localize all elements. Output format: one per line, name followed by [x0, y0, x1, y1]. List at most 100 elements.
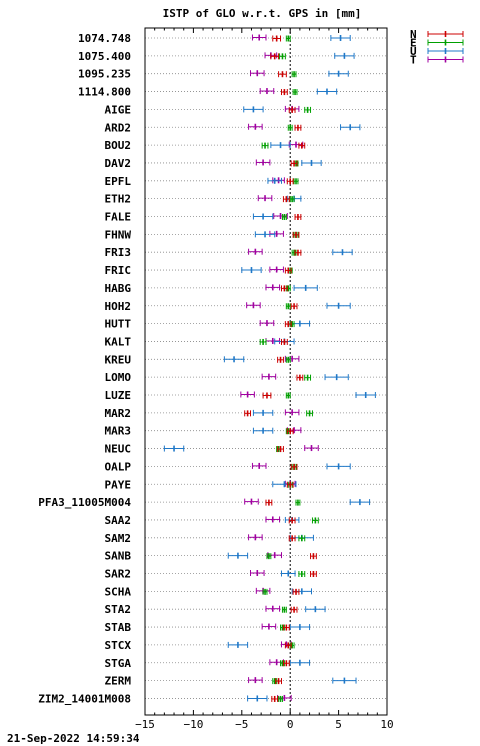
error-bar-n	[292, 231, 300, 238]
site-label: KREU	[105, 353, 132, 366]
error-bar-n	[294, 249, 302, 256]
site-label: FRIC	[105, 264, 132, 277]
error-bar-t	[257, 195, 273, 202]
error-bar-t	[240, 391, 255, 398]
chart-title: ISTP of GLO w.r.t. GPS in [mm]	[163, 7, 362, 20]
site-label: STA2	[105, 603, 132, 616]
x-tick-label: 10	[380, 718, 393, 731]
error-bar-n	[288, 106, 296, 113]
error-bar-t	[244, 498, 259, 505]
error-bar-t	[269, 659, 284, 666]
site-label: FALE	[105, 211, 132, 224]
error-bar-n	[296, 374, 304, 381]
error-bar-n	[277, 446, 284, 453]
site-label: KALT	[105, 335, 132, 348]
error-bar-n	[275, 678, 282, 685]
error-bar-t	[255, 159, 271, 166]
error-bar-e	[287, 124, 293, 131]
grid-lines	[145, 37, 387, 699]
error-bar-u	[252, 427, 274, 434]
error-bar-n	[270, 53, 280, 60]
error-bar-u	[247, 695, 268, 702]
error-bar-n	[277, 356, 284, 363]
error-bar-e	[285, 392, 291, 399]
error-bar-e	[259, 338, 267, 345]
error-bar-u	[227, 552, 249, 559]
site-label: OALP	[105, 460, 132, 473]
error-bar-e	[261, 142, 269, 149]
error-bar-e	[278, 695, 283, 702]
error-bar-u	[326, 302, 351, 309]
site-label: SAA2	[105, 514, 132, 527]
site-label: SAR2	[105, 568, 132, 581]
footer-timestamp: 21-Sep-2022 14:59:34	[7, 732, 140, 745]
error-bar-n	[286, 481, 294, 488]
site-label: MAR2	[105, 407, 132, 420]
error-bar-u	[334, 52, 355, 59]
error-bar-n	[286, 428, 294, 435]
error-bar-u	[305, 606, 326, 613]
error-bar-t	[284, 355, 300, 362]
error-bar-u	[254, 231, 276, 238]
site-label: PAYE	[105, 478, 132, 491]
error-bar-n	[288, 535, 296, 542]
error-bar-u	[328, 70, 349, 77]
error-bar-t	[250, 70, 265, 77]
error-bar-e	[285, 35, 291, 42]
error-bar-u	[267, 177, 282, 184]
site-label: STGA	[105, 657, 132, 670]
error-bar-n	[286, 178, 294, 185]
site-labels: 1074.748 1075.400 1095.235 1114.800 AIGE ARD2…	[38, 32, 131, 705]
error-bar-n	[280, 338, 288, 345]
error-bar-n	[294, 124, 302, 131]
error-bar-e	[291, 71, 297, 78]
legend-label: N	[410, 28, 417, 41]
error-bar-t	[265, 516, 281, 523]
error-bar-n	[310, 553, 317, 560]
error-bar-e	[289, 196, 295, 203]
error-bar-e	[281, 606, 287, 613]
error-bar-n	[282, 196, 290, 203]
site-label: HUTT	[105, 318, 132, 331]
error-bar-t	[284, 409, 300, 416]
x-tick-label: −5	[235, 718, 248, 731]
error-bar-t	[248, 534, 263, 541]
error-bar-u	[330, 35, 351, 41]
error-bar-n	[292, 588, 300, 595]
legend-label: T	[410, 54, 417, 67]
site-label: FHNW	[105, 228, 132, 241]
error-bar-t	[261, 373, 277, 380]
site-label: NEUC	[105, 443, 132, 456]
error-bar-t	[248, 123, 263, 130]
site-label: SANB	[105, 550, 132, 563]
error-bar-u	[243, 106, 264, 113]
site-label: SAM2	[105, 532, 132, 545]
error-bar-u	[340, 124, 361, 131]
error-bar-n	[294, 214, 302, 220]
error-bar-n	[284, 642, 292, 649]
error-bar-e	[292, 89, 298, 96]
site-label: STAB	[105, 621, 132, 634]
error-bar-t	[286, 427, 302, 434]
error-bar-t	[304, 445, 319, 452]
error-bar-e	[285, 303, 291, 310]
error-bar-u	[301, 159, 322, 166]
error-bar-u	[289, 624, 311, 631]
x-tick-label: −15	[135, 718, 155, 731]
error-bar-n	[290, 606, 298, 613]
site-label: HOH2	[105, 300, 132, 313]
error-bar-e	[280, 624, 285, 631]
error-bar-u	[289, 659, 311, 666]
error-bar-n	[271, 695, 279, 702]
error-bar-t	[288, 141, 304, 148]
plot-frame	[144, 27, 388, 716]
site-label: HABG	[105, 282, 132, 295]
x-tick-label: 0	[287, 718, 294, 731]
error-bar-n	[262, 392, 272, 399]
error-bar-e	[279, 53, 286, 60]
legend-label: U	[410, 45, 417, 58]
error-bar-t	[267, 552, 282, 559]
error-bar-n	[278, 71, 287, 78]
error-bar-u	[316, 88, 338, 95]
